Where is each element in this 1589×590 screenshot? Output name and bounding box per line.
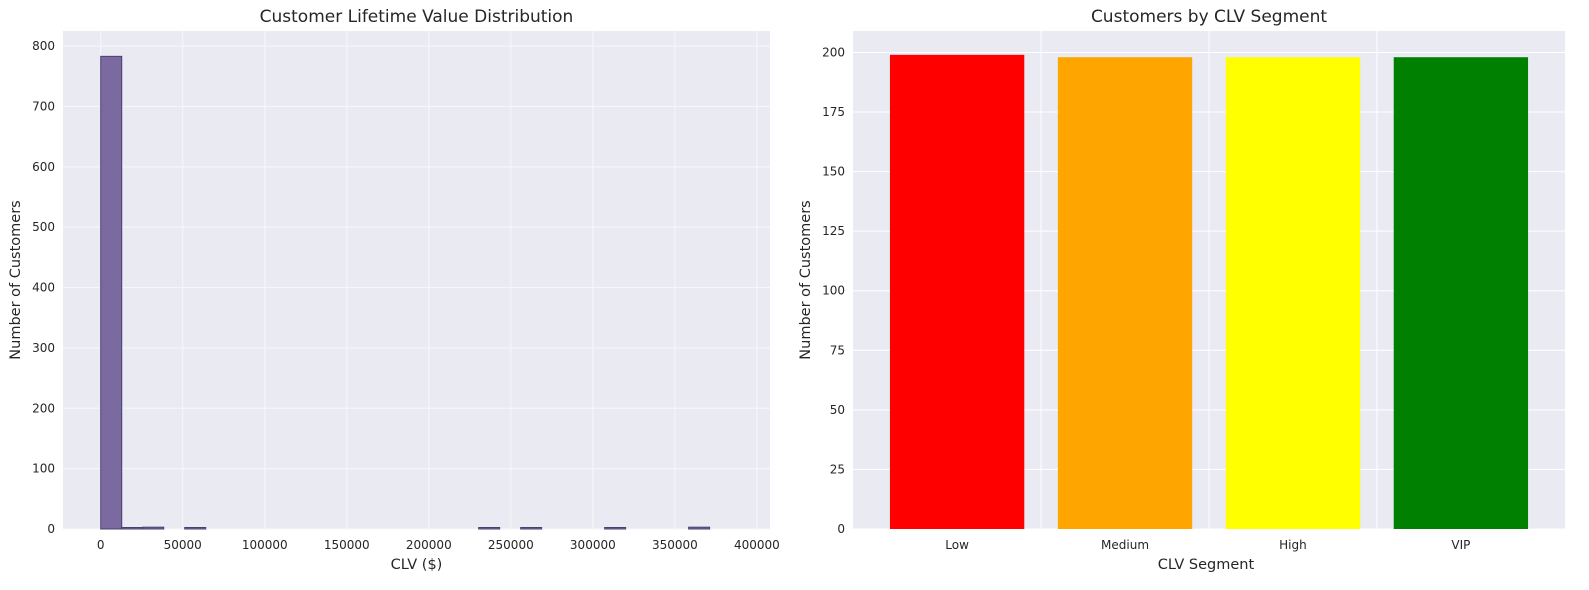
histogram-x-tick-label: 50000 bbox=[164, 538, 202, 552]
segment-bar-low bbox=[889, 54, 1025, 529]
histogram-bar bbox=[520, 527, 543, 530]
histogram-x-axis-label: CLV ($) bbox=[391, 557, 443, 573]
segment-x-tick-label: High bbox=[1279, 538, 1307, 552]
histogram-x-ticks: 0 50000 100000 150000 200000 250000 300000 3500… bbox=[97, 538, 780, 552]
segment-x-ticks: Low Medium High VIP bbox=[945, 538, 1470, 552]
histogram-y-tick-label: 700 bbox=[32, 99, 55, 113]
clv-segment-chart: Low Medium High VIP 0255075100125150175200 … bbox=[798, 7, 1565, 573]
segment-y-tick-label: 200 bbox=[822, 45, 845, 59]
segment-x-tick-label: Low bbox=[945, 538, 969, 552]
histogram-y-tick-label: 600 bbox=[32, 160, 55, 174]
segment-y-tick-label: 25 bbox=[830, 462, 845, 476]
segment-x-tick-label: VIP bbox=[1451, 538, 1470, 552]
segment-x-axis-label: CLV Segment bbox=[1158, 557, 1255, 573]
histogram-x-tick-label: 150000 bbox=[324, 538, 370, 552]
histogram-bar bbox=[184, 527, 207, 530]
histogram-bar bbox=[478, 527, 501, 530]
histogram-x-tick-label: 300000 bbox=[570, 538, 616, 552]
segment-y-tick-label: 175 bbox=[822, 105, 845, 119]
segment-title: Customers by CLV Segment bbox=[1091, 7, 1327, 27]
histogram-x-tick-label: 400000 bbox=[734, 538, 780, 552]
segment-bar-high bbox=[1225, 57, 1361, 530]
segment-bar-medium bbox=[1057, 57, 1193, 530]
histogram-x-tick-label: 100000 bbox=[242, 538, 288, 552]
histogram-title: Customer Lifetime Value Distribution bbox=[260, 7, 574, 27]
segment-x-tick-label: Medium bbox=[1101, 538, 1149, 552]
segment-y-tick-label: 75 bbox=[830, 343, 845, 357]
histogram-y-tick-label: 100 bbox=[32, 462, 55, 476]
histogram-x-tick-label: 0 bbox=[97, 538, 105, 552]
histogram-bar bbox=[604, 527, 627, 530]
histogram-bar bbox=[100, 55, 123, 530]
histogram-y-tick-label: 400 bbox=[32, 281, 55, 295]
histogram-y-tick-label: 200 bbox=[32, 401, 55, 415]
histogram-bars bbox=[100, 55, 711, 530]
histogram-plot-area bbox=[63, 31, 770, 529]
histogram-y-tick-label: 500 bbox=[32, 220, 55, 234]
histogram-bar bbox=[142, 526, 165, 530]
histogram-bar bbox=[121, 527, 144, 530]
segment-y-tick-label: 0 bbox=[837, 522, 845, 536]
segment-bar-vip bbox=[1393, 57, 1529, 530]
segment-y-tick-label: 150 bbox=[822, 165, 845, 179]
histogram-x-tick-label: 200000 bbox=[406, 538, 452, 552]
histogram-gridlines bbox=[63, 31, 770, 530]
segment-y-tick-label: 50 bbox=[830, 403, 845, 417]
segment-bars bbox=[889, 54, 1529, 530]
histogram-y-ticks: 0 100 200 300 400 500 600 700 800 bbox=[32, 39, 55, 536]
segment-y-tick-label: 125 bbox=[822, 224, 845, 238]
histogram-y-tick-label: 0 bbox=[47, 522, 55, 536]
segment-y-tick-label: 100 bbox=[822, 284, 845, 298]
histogram-y-tick-label: 300 bbox=[32, 341, 55, 355]
clv-histogram-chart: 0 50000 100000 150000 200000 250000 300000 3500… bbox=[8, 7, 780, 573]
histogram-x-tick-label: 350000 bbox=[652, 538, 698, 552]
segment-y-ticks: 0 25 50 75 100 125 150 175 200 bbox=[822, 45, 845, 536]
histogram-y-axis-label: Number of Customers bbox=[8, 200, 24, 359]
histogram-y-tick-label: 800 bbox=[32, 39, 55, 53]
histogram-bar bbox=[688, 526, 711, 530]
segment-y-axis-label: Number of Customers bbox=[798, 200, 814, 359]
histogram-x-tick-label: 250000 bbox=[488, 538, 534, 552]
